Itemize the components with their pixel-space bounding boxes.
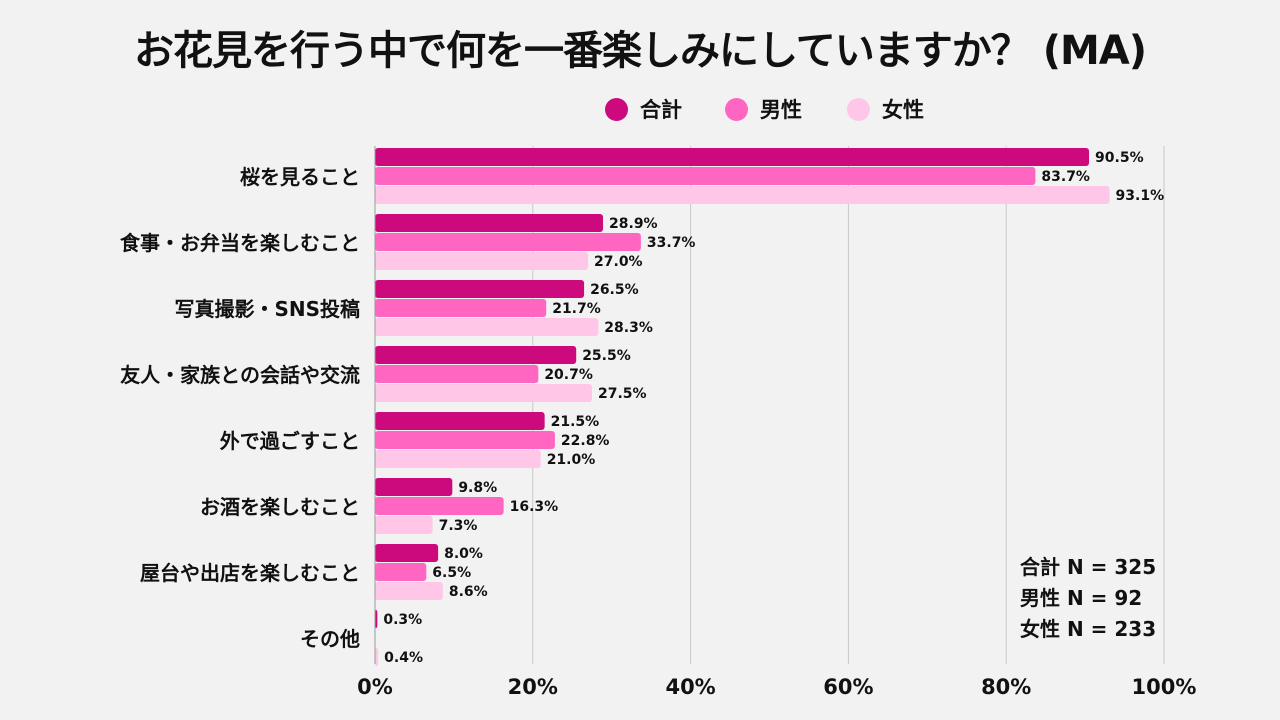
category-label-4: 外で過ごすこと [220, 429, 360, 453]
bar-female-3 [375, 384, 592, 402]
note-total-n: 合計 N = 325 [1020, 555, 1157, 579]
value-label-female-7: 0.4% [384, 650, 423, 666]
value-label-male-0: 83.7% [1041, 169, 1090, 185]
value-label-total-2: 26.5% [590, 282, 639, 298]
value-label-female-3: 27.5% [598, 386, 647, 402]
value-label-male-4: 22.8% [561, 433, 610, 449]
bar-female-5 [375, 516, 433, 534]
bar-total-5 [375, 478, 453, 496]
bar-total-2 [375, 280, 585, 298]
bar-male-0 [375, 167, 1036, 185]
legend-swatch-female [847, 97, 870, 121]
chart-title: お花見を行う中で何を一番楽しみにしていますか？ (MA) [133, 28, 1147, 74]
x-tick-label-1: 20% [508, 675, 558, 699]
value-label-total-6: 8.0% [444, 546, 483, 562]
note-male-n: 男性 N = 92 [1020, 586, 1143, 610]
category-label-5: お酒を楽しむこと [200, 495, 360, 519]
value-label-female-4: 21.0% [547, 452, 596, 468]
bar-female-0 [375, 186, 1110, 204]
legend-item-male: 男性 [725, 93, 802, 125]
bar-male-4 [375, 431, 555, 449]
legend-swatch-total [605, 97, 628, 121]
value-label-total-0: 90.5% [1095, 150, 1144, 166]
value-label-female-5: 7.3% [439, 518, 478, 534]
category-label-1: 食事・お弁当を楽しむこと [120, 231, 360, 255]
value-label-female-6: 8.6% [449, 584, 488, 600]
value-label-male-6: 6.5% [432, 565, 471, 581]
bar-male-3 [375, 365, 539, 383]
value-label-female-2: 28.3% [604, 320, 653, 336]
bar-male-6 [375, 563, 427, 581]
value-label-total-5: 9.8% [458, 480, 497, 496]
value-label-total-7: 0.3% [383, 612, 422, 628]
x-tick-label-4: 80% [981, 675, 1031, 699]
bar-female-1 [375, 252, 589, 270]
bar-total-6 [375, 544, 439, 562]
legend-item-total: 合計 [605, 93, 682, 125]
bar-total-0 [375, 148, 1090, 166]
legend-item-female: 女性 [847, 93, 924, 125]
bar-total-4 [375, 412, 545, 430]
bar-total-1 [375, 214, 604, 232]
category-label-3: 友人・家族との会話や交流 [120, 363, 360, 387]
value-label-male-1: 33.7% [647, 235, 696, 251]
value-label-total-3: 25.5% [582, 348, 631, 364]
value-label-total-4: 21.5% [551, 414, 600, 430]
bar-female-4 [375, 450, 541, 468]
bar-female-7 [375, 648, 379, 666]
bar-female-6 [375, 582, 443, 600]
bar-total-7 [375, 610, 378, 628]
bar-female-2 [375, 318, 599, 336]
value-label-female-1: 27.0% [594, 254, 643, 270]
value-label-male-2: 21.7% [552, 301, 601, 317]
category-label-6: 屋台や出店を楽しむこと [140, 561, 360, 585]
sample-size-notes: 合計 N = 325 男性 N = 92 女性 N = 233 [1020, 552, 1156, 645]
value-label-male-3: 20.7% [544, 367, 593, 383]
note-female-n: 女性 N = 233 [1020, 617, 1157, 641]
x-tick-label-0: 0% [357, 675, 393, 699]
bar-total-3 [375, 346, 577, 364]
legend-label-female: 女性 [882, 98, 924, 122]
bar-male-2 [375, 299, 547, 317]
x-tick-label-3: 60% [823, 675, 873, 699]
bar-male-5 [375, 497, 504, 515]
x-tick-label-2: 40% [665, 675, 715, 699]
legend-label-male: 男性 [760, 98, 802, 122]
value-label-female-0: 93.1% [1116, 188, 1165, 204]
bar-male-1 [375, 233, 641, 251]
category-label-7: その他 [300, 627, 360, 651]
value-label-male-5: 16.3% [510, 499, 559, 515]
legend-swatch-male [725, 97, 748, 121]
x-tick-label-5: 100% [1132, 675, 1197, 699]
category-label-2: 写真撮影・SNS投稿 [174, 297, 360, 321]
legend-label-total: 合計 [640, 98, 682, 122]
value-label-total-1: 28.9% [609, 216, 658, 232]
category-label-0: 桜を見ること [240, 165, 360, 189]
